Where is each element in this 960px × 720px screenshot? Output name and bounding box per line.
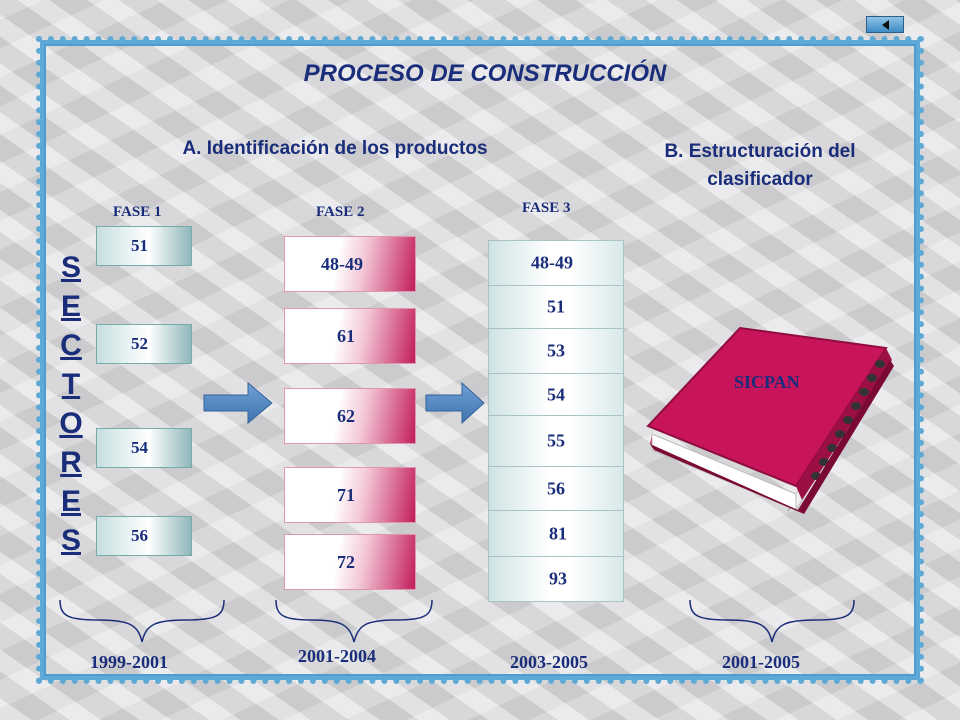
fase1-box: 54 [96, 428, 192, 468]
book-icon [646, 326, 894, 514]
sectores-letter: C [60, 329, 82, 362]
sectores-letter: T [61, 368, 81, 401]
fase3-cell: 51 [489, 286, 623, 329]
section-b-line2: clasificador [707, 169, 813, 190]
fase1-box: 52 [96, 324, 192, 364]
fase3-cell-label: 54 [547, 384, 565, 404]
page-title: PROCESO DE CONSTRUCCIÓN [303, 60, 667, 87]
sectores-letter: S [60, 251, 81, 284]
right-arrow-icon [203, 381, 273, 425]
fase2-label: FASE 2 [316, 204, 365, 220]
fase2-box: 62 [284, 388, 416, 444]
fase1-box: 56 [96, 516, 192, 556]
fase3-cell: 81 [489, 511, 623, 557]
brace-icon [59, 599, 225, 643]
fase3-period: 2003-2005 [510, 652, 588, 672]
fase3-cell: 93 [489, 557, 623, 601]
fase3-cell-label: 51 [547, 296, 565, 317]
fase2-box: 71 [284, 467, 416, 523]
fase1-label: FASE 1 [113, 204, 162, 220]
fase3-label: FASE 3 [522, 200, 571, 216]
fase3-cell: 54 [489, 374, 623, 416]
sectores-letter: E [60, 290, 81, 323]
fase3-column: 48-49 51 53 54 55 56 81 93 [488, 240, 624, 602]
slide-frame [36, 36, 924, 684]
fase3-cell-label: 56 [547, 478, 565, 498]
sectores-letter: O [59, 407, 83, 440]
section-b-line1: B. Estructuración del [664, 141, 856, 162]
fase2-box: 61 [284, 308, 416, 364]
section-b-heading: B. Estructuración del clasificador [622, 138, 898, 194]
fase3-cell-label: 55 [547, 430, 565, 451]
section-a-heading: A. Identificación de los productos [182, 138, 488, 159]
back-button[interactable] [866, 16, 904, 33]
brace-icon [275, 599, 433, 643]
fase3-cell: 53 [489, 329, 623, 374]
slide-frame-inner [44, 44, 916, 676]
fase3-cell-label: 48-49 [531, 252, 573, 273]
fase3-cell: 48-49 [489, 241, 623, 286]
book-period: 2001-2005 [722, 652, 800, 672]
sectores-letter: E [60, 485, 81, 518]
fase3-cell-label: 93 [549, 568, 567, 589]
fase3-cell-label: 81 [549, 523, 567, 543]
fase1-period: 1999-2001 [90, 652, 168, 672]
fase3-cell: 56 [489, 467, 623, 511]
fase3-cell-label: 53 [547, 340, 565, 361]
brace-icon [689, 599, 855, 643]
fase2-box: 72 [284, 534, 416, 590]
triangle-left-icon [881, 19, 889, 30]
fase2-box: 48-49 [284, 236, 416, 292]
sectores-letter: R [60, 446, 82, 479]
sectores-letter: S [60, 524, 81, 557]
fase1-box: 51 [96, 226, 192, 266]
fase3-cell: 55 [489, 416, 623, 467]
fase2-period: 2001-2004 [298, 646, 376, 666]
book-label: SICPAN [734, 372, 800, 392]
sectores-vertical-label: S E C T O R E S [56, 248, 86, 560]
right-arrow-icon [425, 381, 485, 425]
